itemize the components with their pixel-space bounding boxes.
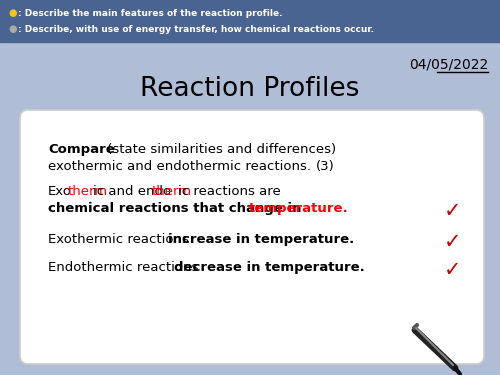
Text: ic reactions are: ic reactions are [178, 185, 281, 198]
Text: Exothermic reactions: Exothermic reactions [48, 233, 193, 246]
Text: : Describe the main features of the reaction profile.: : Describe the main features of the reac… [18, 9, 282, 18]
Text: Reaction Profiles: Reaction Profiles [140, 76, 360, 102]
Text: therm: therm [68, 185, 108, 198]
Text: : Describe, with use of energy transfer, how chemical reactions occur.: : Describe, with use of energy transfer,… [18, 24, 374, 33]
Text: Compare: Compare [48, 143, 115, 156]
Text: ●: ● [8, 8, 16, 18]
Text: Exo: Exo [48, 185, 72, 198]
FancyBboxPatch shape [20, 110, 484, 364]
Text: decrease in temperature.: decrease in temperature. [174, 261, 365, 274]
Text: ✓: ✓ [444, 232, 462, 252]
Text: exothermic and endothermic reactions.: exothermic and endothermic reactions. [48, 160, 311, 173]
Text: increase in temperature.: increase in temperature. [168, 233, 354, 246]
Text: temperature.: temperature. [249, 202, 348, 215]
Text: chemical reactions that change in: chemical reactions that change in [48, 202, 306, 215]
Text: ic and endo: ic and endo [93, 185, 171, 198]
Text: (3): (3) [316, 160, 335, 173]
Text: 04/05/2022: 04/05/2022 [409, 58, 488, 72]
Text: (state similarities and differences): (state similarities and differences) [103, 143, 336, 156]
Text: ✓: ✓ [444, 201, 462, 221]
Text: therm: therm [152, 185, 192, 198]
Text: ●: ● [8, 24, 16, 34]
Text: ✓: ✓ [444, 260, 462, 280]
Bar [0, 0, 500, 42]
Text: Endothermic reactions: Endothermic reactions [48, 261, 203, 274]
